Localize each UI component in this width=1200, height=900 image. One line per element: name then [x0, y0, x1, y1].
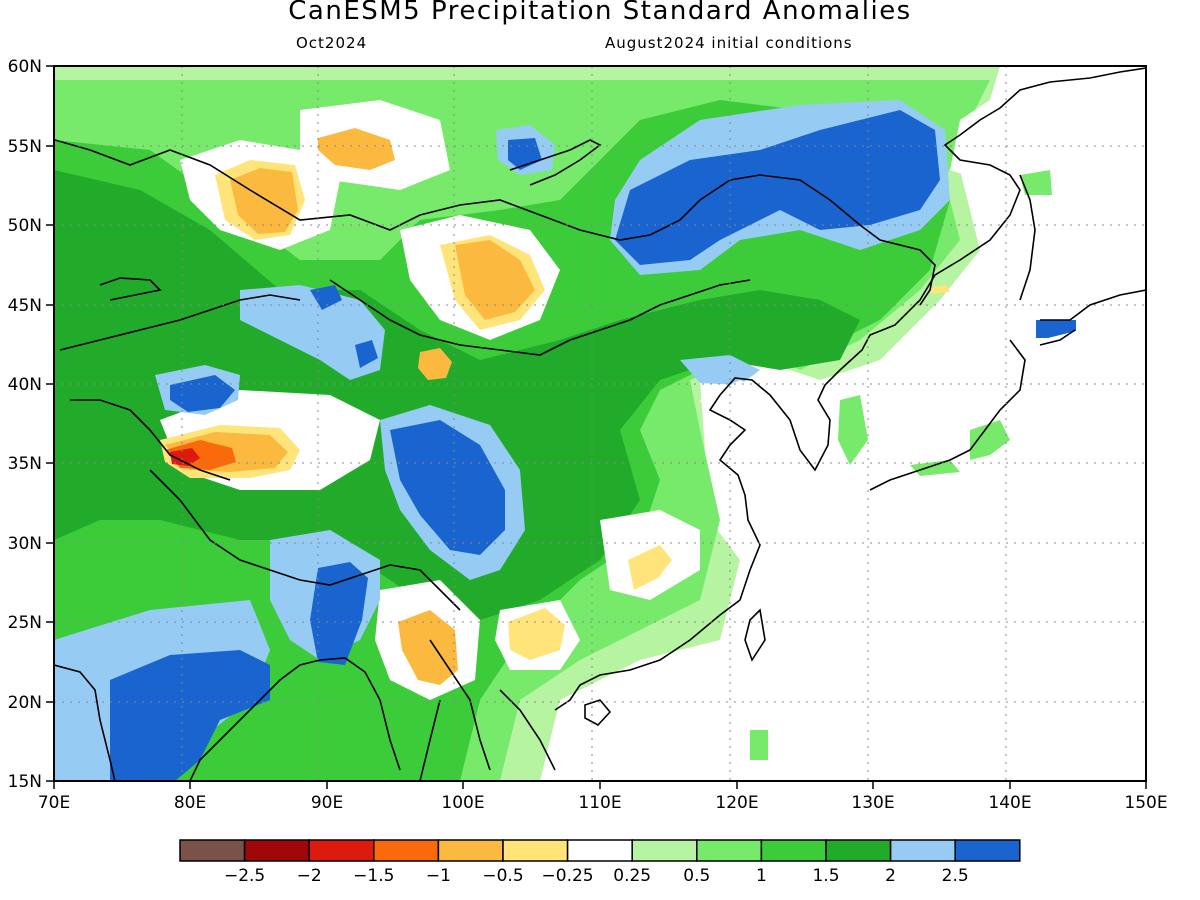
- anomaly-region-wet-strong: [170, 375, 235, 412]
- lake-balkhash: [99, 277, 162, 301]
- colorbar-swatch: [373, 839, 440, 862]
- border-mongolia-china: [329, 279, 751, 356]
- colorbar-label: −1.5: [353, 866, 394, 886]
- map-title: CanESM5 Precipitation Standard Anomalies: [288, 0, 912, 26]
- colorbar-label: 2.5: [942, 866, 969, 886]
- border-himalaya: [149, 469, 461, 611]
- anomaly-region-wet-strong: [615, 110, 940, 265]
- lake-baikal: [509, 139, 602, 186]
- colorbar-swatch: [825, 839, 892, 862]
- colorbar-label: −0.25: [542, 866, 594, 886]
- anomaly-region-dry-light: [928, 285, 950, 294]
- anomaly-region-green: [1020, 170, 1052, 195]
- border-russia-china: [54, 139, 936, 306]
- colorbar-label: 0.25: [613, 866, 651, 886]
- colorbar-swatch: [696, 839, 763, 862]
- init-conditions: August2024 initial conditions: [605, 34, 853, 52]
- coastline-hainan: [584, 699, 612, 726]
- lat-labels: 60N 55N 50N 45N 40N 35N 30N 25N 20N 15N: [8, 57, 42, 792]
- lon-label: 120E: [715, 793, 758, 813]
- lat-label: 30N: [8, 534, 42, 554]
- anomaly-region-dry: [398, 610, 458, 685]
- lon-label: 80E: [174, 793, 206, 813]
- border-central-asia: [59, 294, 301, 351]
- anomaly-region-wet-strong: [110, 650, 270, 781]
- coastline-india: [54, 657, 401, 781]
- coastline-borders: [54, 67, 1146, 781]
- anomaly-region-green: [838, 395, 868, 465]
- colorbar-swatch: [631, 839, 698, 862]
- colorbar-label: −2.5: [224, 866, 265, 886]
- lon-label: 130E: [851, 793, 894, 813]
- anomaly-region-wet-strong: [390, 420, 505, 555]
- coastline-east-asia: [554, 67, 1146, 711]
- lat-label: 45N: [8, 296, 42, 316]
- lon-label: 110E: [578, 793, 621, 813]
- colorbar-label: 2: [885, 866, 896, 886]
- anomaly-region-dark-green: [54, 170, 860, 620]
- colorbar-swatch: [179, 839, 246, 862]
- anomaly-region-dry: [418, 348, 452, 380]
- tick-marks: [46, 65, 1147, 789]
- lon-label: 70E: [38, 793, 70, 813]
- lat-label: 60N: [8, 57, 42, 77]
- anomaly-region-green: [750, 730, 768, 760]
- lat-label: 20N: [8, 693, 42, 713]
- anomaly-region-dry-light: [508, 608, 565, 660]
- colorbar-swatch: [308, 839, 375, 862]
- lon-label: 150E: [1124, 793, 1167, 813]
- colorbar: −2.5 −2 −1.5 −1 −0.5 −0.25 0.25 0.5 1 1.5 2 2.5: [179, 839, 1021, 886]
- anomaly-region-dry: [230, 168, 298, 234]
- lon-label: 140E: [988, 793, 1031, 813]
- anomaly-region-extreme-dry: [170, 448, 200, 466]
- colorbar-swatch: [243, 839, 310, 862]
- colorbar-label: −1: [426, 866, 451, 886]
- colorbar-swatch: [954, 839, 1021, 862]
- lon-label: 100E: [441, 793, 484, 813]
- lat-label: 35N: [8, 454, 42, 474]
- anomaly-region-wet-strong: [355, 340, 378, 368]
- colorbar-swatch: [566, 839, 633, 862]
- anomaly-region-green: [910, 460, 960, 476]
- anomaly-region-wet-light: [240, 285, 385, 380]
- colorbar-label: −0.5: [482, 866, 523, 886]
- lon-label: 90E: [311, 793, 343, 813]
- lon-labels: 70E 80E 90E 100E 110E 120E 130E 140E 150…: [38, 793, 1168, 813]
- lat-label: 40N: [8, 375, 42, 395]
- colorbar-swatch: [502, 839, 569, 862]
- anomaly-region-dry-light: [628, 545, 672, 590]
- colorbar-label: 0.5: [683, 866, 710, 886]
- colorbar-swatch: [437, 839, 504, 862]
- colorbar-label: −2: [297, 866, 322, 886]
- anomaly-region-green: [970, 420, 1010, 460]
- anomaly-region-wet-strong: [310, 562, 368, 665]
- lat-label: 25N: [8, 613, 42, 633]
- anomaly-region-wet-light: [680, 355, 760, 385]
- anomaly-region-dry: [318, 128, 395, 170]
- coastline-sakhalin: [1019, 174, 1036, 301]
- ocean-mask: [950, 66, 1146, 180]
- colorbar-label: 1.5: [812, 866, 839, 886]
- border-southeast-asia: [419, 639, 556, 781]
- valid-month: Oct2024: [296, 34, 368, 52]
- lat-label: 55N: [8, 137, 42, 157]
- colorbar-swatch: [889, 839, 956, 862]
- border-central-asia: [70, 399, 231, 481]
- colorbar-swatch: [760, 839, 827, 862]
- lat-label: 50N: [8, 216, 42, 236]
- coastline-taiwan: [744, 608, 766, 662]
- colorbar-label: 1: [756, 866, 767, 886]
- anomaly-region-dry: [455, 240, 535, 320]
- coastline-japan: [869, 289, 1146, 491]
- grid-lines: [54, 66, 1146, 781]
- lat-label: 15N: [8, 772, 42, 792]
